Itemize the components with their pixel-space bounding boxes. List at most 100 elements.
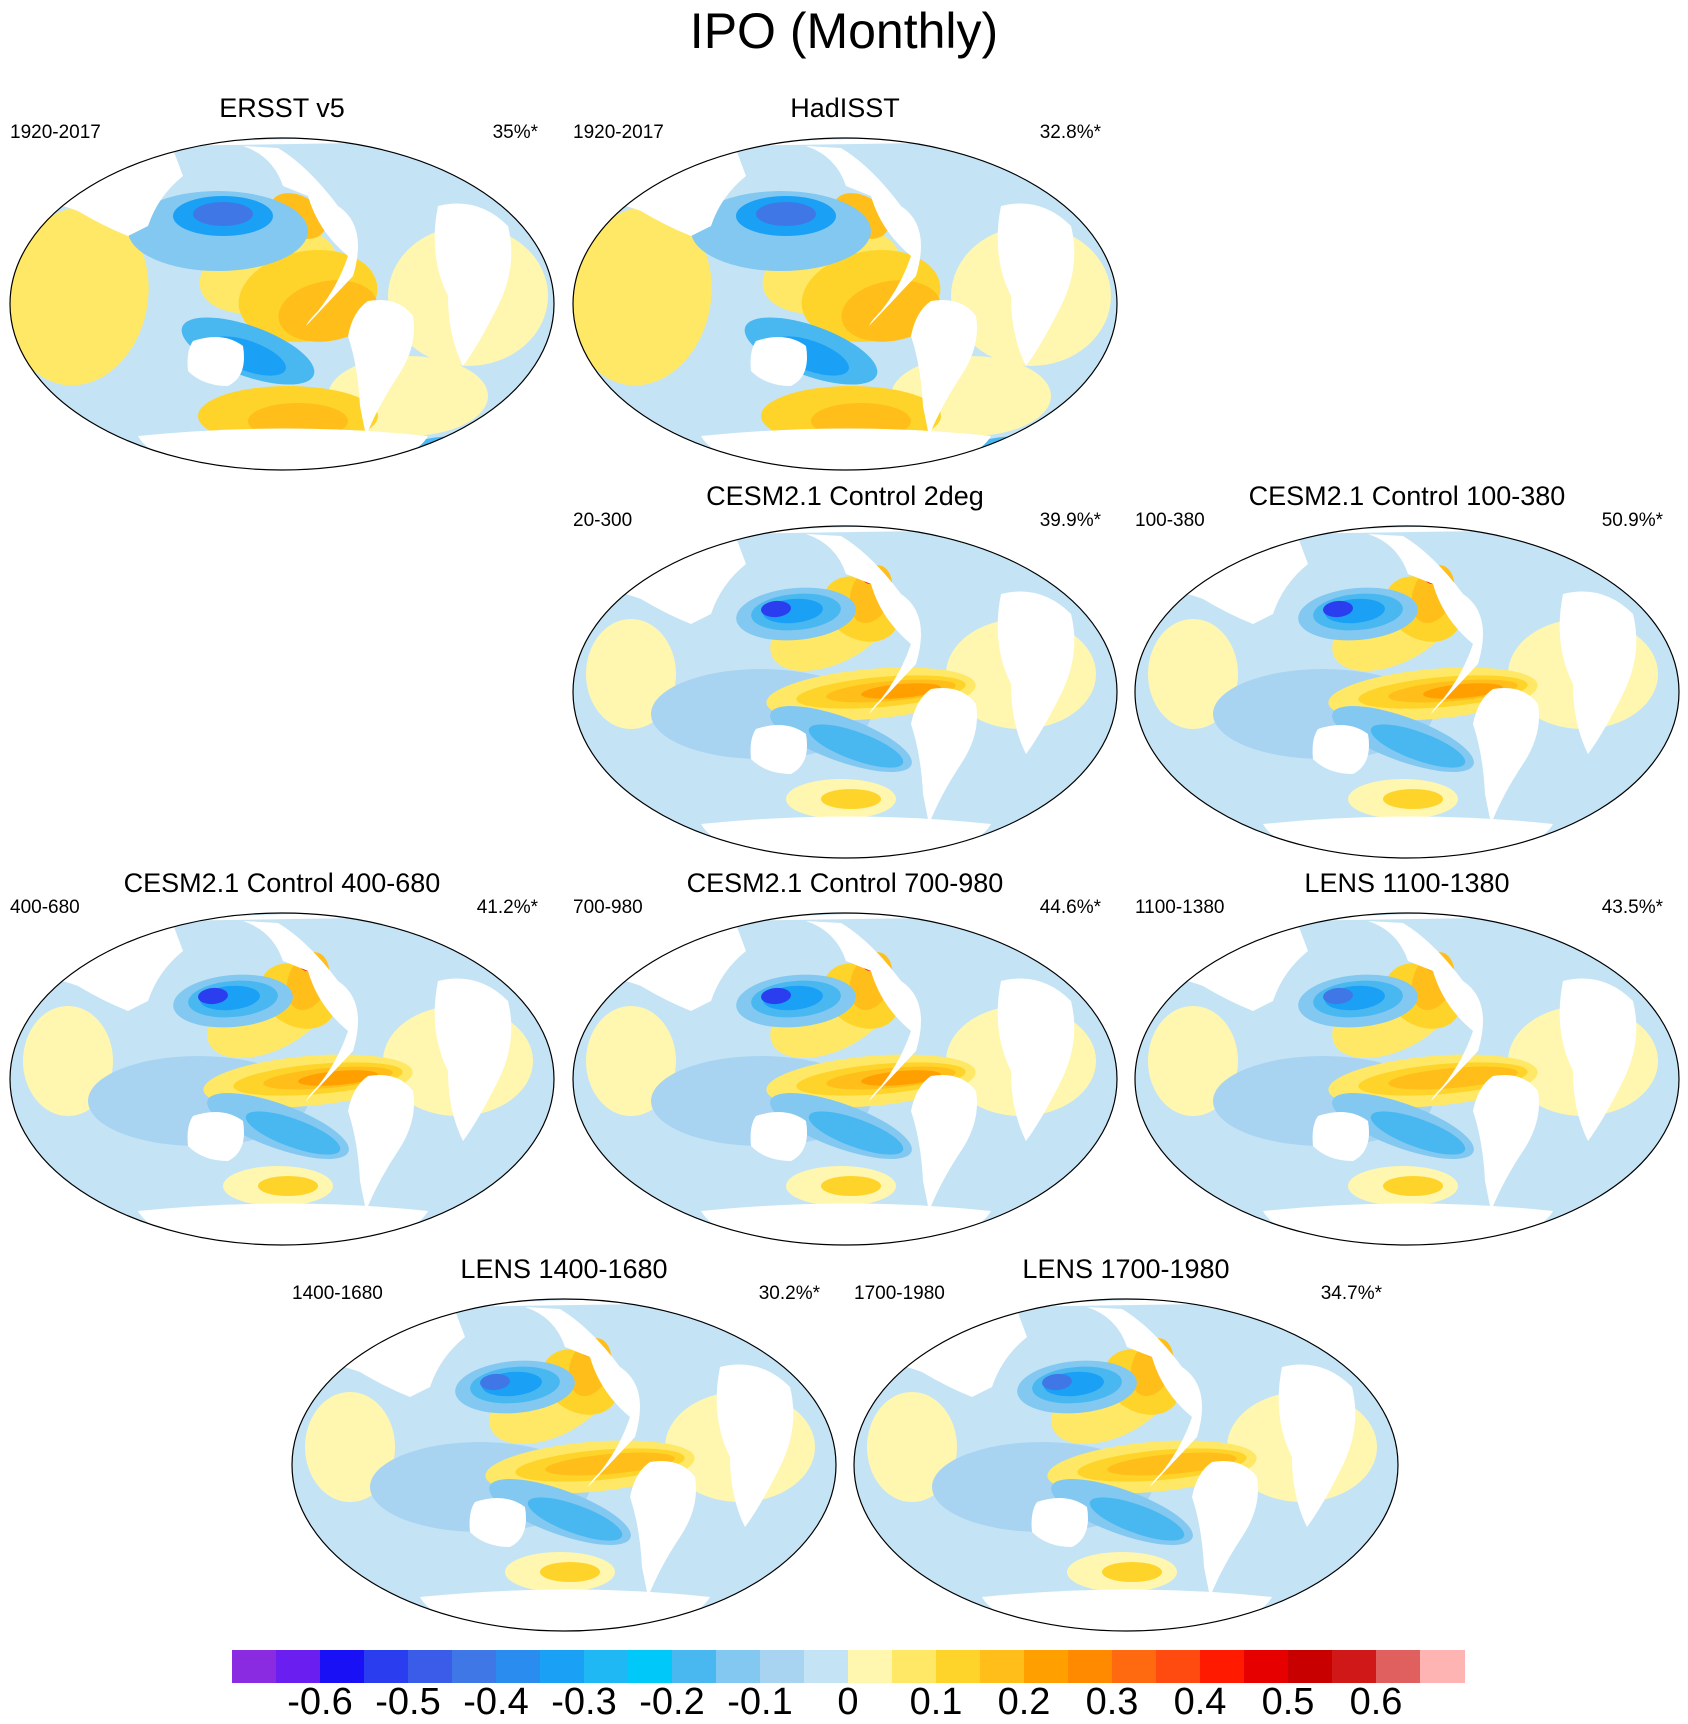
sst-anomaly-region	[1370, 1111, 1466, 1155]
sst-map	[853, 1298, 1399, 1632]
sst-anomaly-region	[480, 1373, 510, 1391]
sst-anomaly-region	[586, 619, 676, 729]
sst-anomaly-region	[1148, 1006, 1238, 1116]
sst-anomaly-region	[756, 202, 816, 226]
panel-variance: 43.5%*	[1601, 897, 1663, 918]
colorbar-box	[1156, 1650, 1201, 1683]
panel-variance: 34.7%*	[1320, 1283, 1382, 1304]
panel-period: 1400-1680	[292, 1283, 383, 1304]
map-outline	[853, 1298, 1399, 1632]
map-outline	[9, 912, 555, 1246]
colorbar-box	[408, 1650, 453, 1683]
colorbar-box	[584, 1650, 629, 1683]
colorbar-box	[452, 1650, 497, 1683]
south-america-land	[1473, 1075, 1539, 1211]
south-america-land	[911, 300, 977, 436]
sst-anomaly-region	[1148, 619, 1238, 729]
africa-land	[716, 1364, 794, 1527]
map-panel-lens1100: LENS 1100-1380 1100-1380 43.5%*	[1127, 867, 1687, 1255]
africa-land	[997, 978, 1075, 1141]
antarctica-land	[1263, 1203, 1553, 1245]
sst-anomaly-region	[1102, 1562, 1162, 1582]
africa-land	[997, 591, 1075, 754]
sst-anomaly-region	[258, 1176, 318, 1196]
panel-period: 100-380	[1135, 510, 1205, 531]
colorbar-tick-label: -0.2	[639, 1681, 705, 1723]
sst-anomaly-region	[245, 1111, 341, 1155]
map-outline	[572, 525, 1118, 859]
south-america-land	[1192, 1461, 1258, 1597]
panel-variance: 44.6%*	[1039, 897, 1101, 918]
panel-title: CESM2.1 Control 400-680	[123, 868, 441, 898]
panel-variance: 41.2%*	[476, 897, 538, 918]
colorbar-box	[980, 1650, 1025, 1683]
north-america-land	[243, 146, 358, 326]
panel-period: 20-300	[573, 510, 633, 531]
colorbar-tick-label: 0.2	[997, 1681, 1051, 1723]
antarctica-land	[1263, 816, 1553, 858]
colorbar-box	[760, 1650, 805, 1683]
colorbar-box	[628, 1650, 673, 1683]
colorbar-box	[496, 1650, 541, 1683]
colorbar-box	[716, 1650, 761, 1683]
panel-period: 1920-2017	[10, 122, 101, 143]
panel-variance: 32.8%*	[1039, 122, 1101, 143]
south-america-land	[911, 688, 977, 824]
sst-map	[9, 912, 555, 1246]
north-america-land	[806, 146, 921, 326]
sst-anomaly-region	[867, 1392, 957, 1502]
colorbar-tick-label: 0	[837, 1681, 859, 1723]
north-america-land	[1368, 534, 1483, 714]
colorbar-tick-label: 0.4	[1173, 1681, 1227, 1723]
sst-anomaly-region	[527, 1497, 623, 1541]
colorbar-box	[364, 1650, 409, 1683]
africa-land	[1559, 591, 1637, 754]
colorbar-box	[804, 1650, 849, 1683]
south-america-land	[630, 1461, 696, 1597]
africa-land	[1278, 1364, 1356, 1527]
colorbar-box	[1244, 1650, 1289, 1683]
sst-anomaly-region	[298, 1070, 378, 1086]
sst-anomaly-region	[10, 206, 149, 386]
panel-period: 400-680	[10, 897, 80, 918]
panel-variance: 35%*	[492, 122, 538, 143]
colorbar-box	[232, 1650, 277, 1683]
africa-land	[997, 203, 1075, 366]
north-america-land	[243, 921, 358, 1101]
australia-land	[469, 1498, 526, 1547]
sst-map	[9, 137, 555, 471]
panel-variance: 39.9%*	[1039, 510, 1101, 531]
map-outline	[9, 137, 555, 471]
south-america-land	[348, 1075, 414, 1211]
antarctica-land	[701, 816, 991, 858]
north-america-land	[806, 534, 921, 714]
australia-land	[187, 1112, 244, 1161]
sst-anomaly-region	[193, 202, 253, 226]
colorbar-box	[1024, 1650, 1069, 1683]
sst-anomaly-region	[808, 1111, 904, 1155]
colorbar-box	[320, 1650, 365, 1683]
australia-land	[1312, 1112, 1369, 1161]
north-america-land	[806, 921, 921, 1101]
panel-title: CESM2.1 Control 700-980	[686, 868, 1004, 898]
map-outline	[572, 137, 1118, 471]
colorbar-tick-label: 0.3	[1085, 1681, 1139, 1723]
antarctica-land	[701, 1203, 991, 1245]
north-america-land	[1368, 921, 1483, 1101]
sst-anomaly-region	[1042, 1373, 1072, 1391]
panel-period: 1100-1380	[1135, 897, 1225, 918]
sst-anomaly-region	[821, 789, 881, 809]
sst-anomaly-region	[1323, 600, 1353, 618]
sst-anomaly-region	[761, 600, 791, 618]
australia-land	[750, 725, 807, 774]
sst-anomaly-region	[573, 206, 712, 386]
africa-land	[434, 203, 512, 366]
sst-anomaly-region	[1089, 1497, 1185, 1541]
sst-anomaly-region	[1323, 987, 1353, 1005]
colorbar-tick-label: 0.6	[1349, 1681, 1403, 1723]
map-panel-lens1700: LENS 1700-1980 1700-1980 34.7%*	[846, 1253, 1406, 1641]
colorbar-box	[1332, 1650, 1377, 1683]
colorbar-tick-label: -0.4	[463, 1681, 529, 1723]
colorbar-tick-label: 0.1	[909, 1681, 963, 1723]
sst-anomaly-region	[586, 1006, 676, 1116]
